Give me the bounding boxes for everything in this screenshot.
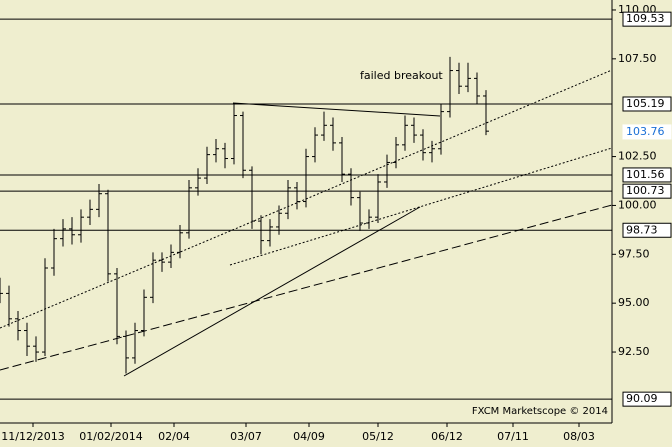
level-label: 90.09 — [626, 392, 658, 405]
level-label: 105.19 — [626, 97, 665, 110]
level-box — [622, 167, 672, 183]
level-label: 100.73 — [626, 184, 665, 197]
last-price-label: 103.76 — [626, 125, 665, 138]
trend-line — [123, 206, 421, 377]
x-tick-label: 11/12/2013 — [1, 430, 64, 443]
y-tick-label: 107.50 — [618, 52, 657, 65]
annotation: failed breakout — [360, 69, 443, 82]
level-label: 109.53 — [626, 12, 665, 25]
level-box — [622, 183, 672, 199]
level-box — [622, 391, 672, 407]
last-price-box — [622, 124, 672, 140]
level-box — [622, 96, 672, 112]
level-box — [622, 11, 672, 27]
y-tick-label: 100.00 — [618, 198, 657, 211]
y-tick-label: 97.50 — [618, 247, 650, 260]
level-label: 98.73 — [626, 223, 658, 236]
watermark: FXCM Marketscope © 2014 — [472, 406, 608, 417]
x-tick-label: 08/03 — [563, 430, 595, 443]
y-tick-label: 95.00 — [618, 296, 650, 309]
level-box — [622, 222, 672, 238]
x-tick-label: 06/12 — [431, 430, 463, 443]
x-tick-label: 04/09 — [293, 430, 325, 443]
x-tick-label: 07/11 — [497, 430, 529, 443]
level-label: 101.56 — [626, 168, 665, 181]
y-tick-label: 92.50 — [618, 345, 650, 358]
x-tick-label: 03/07 — [230, 430, 262, 443]
x-tick-label: 05/12 — [362, 430, 394, 443]
trend-line — [232, 102, 441, 117]
x-tick-label: 02/04 — [158, 430, 190, 443]
y-tick-label: 102.50 — [618, 150, 657, 163]
trend-line — [0, 204, 613, 371]
trend-line — [229, 147, 613, 266]
x-tick-label: 01/02/2014 — [79, 430, 142, 443]
